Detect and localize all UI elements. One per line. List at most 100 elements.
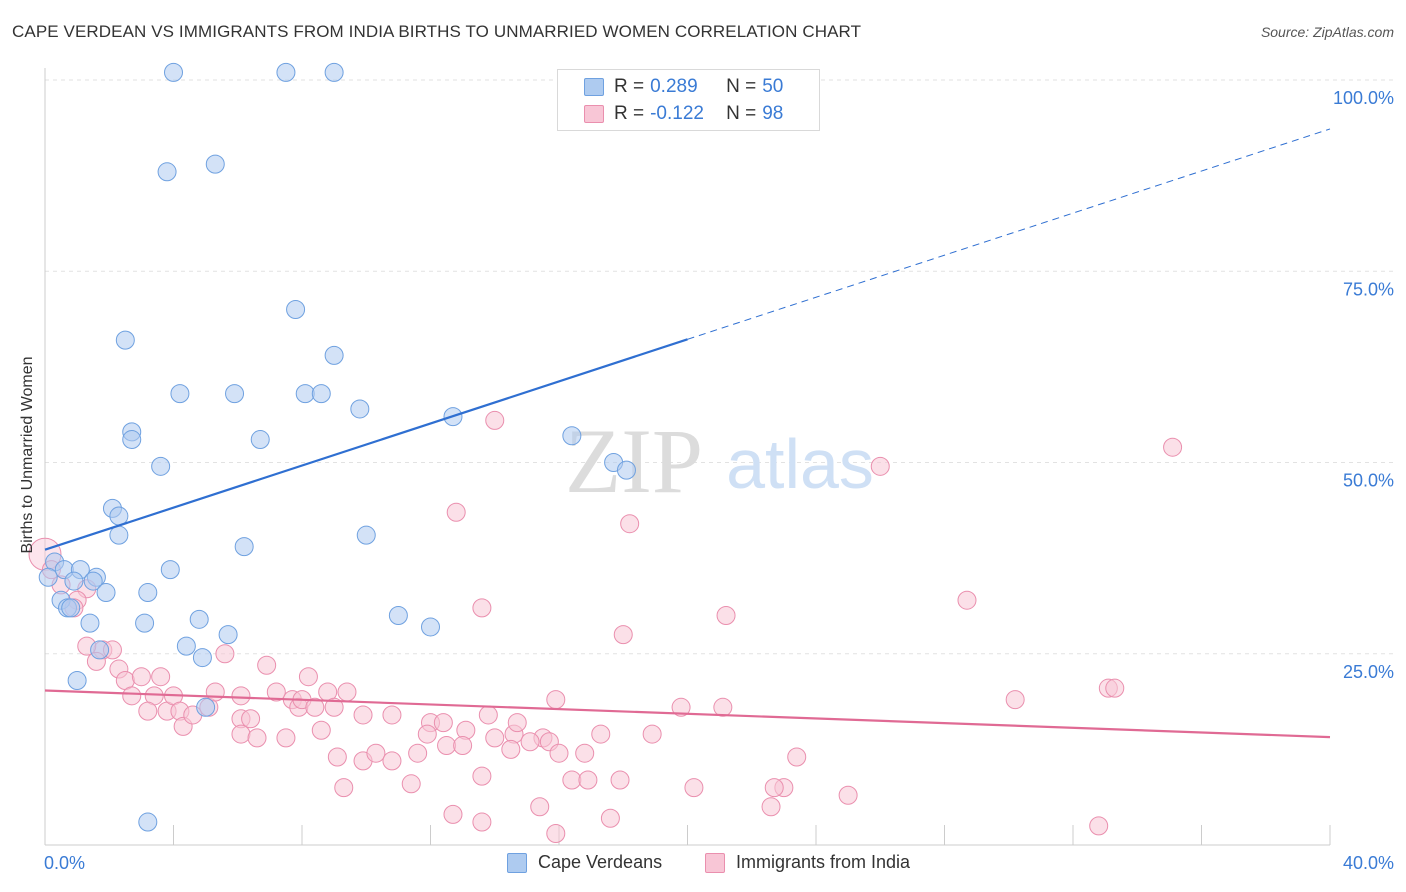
- point-cape-verdean: [218, 625, 238, 645]
- point-india: [1163, 437, 1183, 457]
- point-india: [472, 598, 492, 618]
- point-cape-verdean: [192, 648, 212, 668]
- point-india: [443, 804, 463, 824]
- point-india: [305, 697, 325, 717]
- y-tick-label: 25.0%: [1343, 662, 1394, 682]
- point-india: [575, 743, 595, 763]
- point-cape-verdean: [388, 606, 408, 625]
- point-india: [382, 751, 402, 771]
- watermark-zip: ZIP: [565, 410, 703, 512]
- point-india: [713, 697, 733, 717]
- point-india: [353, 705, 373, 725]
- point-cape-verdean: [286, 300, 306, 319]
- point-cape-verdean: [138, 583, 158, 603]
- y-tick-label: 100.0%: [1333, 88, 1394, 108]
- point-india: [334, 778, 354, 798]
- point-india: [151, 667, 171, 687]
- point-cape-verdean: [170, 384, 190, 404]
- point-india: [613, 625, 633, 645]
- legend-n-label: N =: [726, 76, 757, 97]
- point-india: [472, 766, 492, 786]
- series-swatch-pink: [705, 852, 725, 873]
- point-india: [446, 502, 466, 522]
- legend-r-value: 0.289: [650, 76, 698, 97]
- legend-r-value: -0.122: [650, 103, 704, 124]
- legend-swatch-pink: [584, 105, 604, 123]
- point-india: [266, 682, 286, 702]
- point-india: [276, 728, 296, 748]
- point-cape-verdean: [164, 62, 183, 82]
- point-india: [408, 743, 428, 763]
- series-legend-label: Immigrants from India: [736, 852, 911, 872]
- point-cape-verdean: [96, 583, 116, 603]
- point-india: [472, 812, 492, 832]
- series-legend-item-cape-verdeans[interactable]: Cape Verdeans: [507, 852, 662, 873]
- series-swatch-blue: [507, 852, 527, 873]
- point-india: [761, 797, 781, 817]
- chart-title: CAPE VERDEAN VS IMMIGRANTS FROM INDIA BI…: [12, 22, 862, 41]
- legend-r-label: R =: [614, 76, 645, 97]
- point-india: [620, 514, 640, 534]
- point-india: [485, 728, 505, 748]
- point-india: [231, 686, 251, 706]
- point-india: [257, 655, 277, 675]
- y-tick-label: 75.0%: [1343, 279, 1394, 299]
- point-india: [401, 774, 421, 794]
- point-cape-verdean: [115, 330, 135, 350]
- point-india: [122, 686, 142, 706]
- point-india: [671, 697, 691, 717]
- point-cape-verdean: [109, 525, 129, 545]
- point-cape-verdean: [350, 399, 370, 419]
- point-cape-verdean: [562, 426, 582, 446]
- series-legend-item-india[interactable]: Immigrants from India: [705, 852, 910, 873]
- point-cape-verdean: [157, 162, 177, 182]
- point-cape-verdean: [311, 384, 331, 404]
- point-india: [327, 747, 347, 767]
- source-label: Source: ZipAtlas.com: [1260, 24, 1394, 40]
- point-cape-verdean: [189, 609, 209, 629]
- trend-layer: [44, 128, 1331, 739]
- point-cape-verdean: [205, 154, 225, 174]
- y-axis-title: Births to Unmarried Women: [19, 356, 36, 554]
- point-india: [231, 724, 251, 744]
- axis-layer: [44, 68, 1331, 846]
- point-india: [366, 743, 386, 763]
- point-cape-verdean: [80, 613, 100, 633]
- legend-n-label: N =: [726, 103, 757, 124]
- point-india: [485, 410, 505, 430]
- point-cape-verdean: [135, 613, 155, 633]
- point-india: [1005, 690, 1025, 710]
- point-cape-verdean: [176, 636, 196, 656]
- point-india: [131, 667, 151, 687]
- point-cape-verdean: [250, 430, 270, 450]
- point-india: [382, 705, 402, 725]
- point-india: [838, 785, 858, 805]
- x-tick-label: 0.0%: [44, 853, 85, 873]
- point-india: [417, 724, 437, 744]
- point-india: [870, 456, 890, 476]
- trend-line-india: [44, 689, 1331, 739]
- legend-row-cape-verdeans: R = 0.289 N = 50: [584, 75, 832, 99]
- point-india: [549, 743, 569, 763]
- point-cape-verdean: [67, 671, 87, 691]
- point-cape-verdean: [90, 640, 110, 660]
- trend-line-extension: [687, 128, 1331, 340]
- point-cape-verdean: [356, 525, 376, 545]
- point-india: [610, 770, 630, 790]
- point-india: [546, 824, 566, 844]
- point-cape-verdean: [138, 812, 158, 832]
- point-india: [215, 644, 235, 664]
- point-india: [957, 590, 977, 610]
- point-india: [600, 808, 620, 828]
- point-india: [337, 682, 357, 702]
- legend-n-value: 50: [762, 76, 784, 97]
- tick-label-layer: 25.0% 50.0% 75.0% 100.0% 0.0% 40.0%: [44, 88, 1394, 873]
- point-cape-verdean: [276, 62, 296, 82]
- point-india: [138, 701, 158, 721]
- point-india: [501, 739, 521, 759]
- point-india: [562, 770, 582, 790]
- y-tick-label: 50.0%: [1343, 471, 1394, 491]
- point-india: [530, 797, 550, 817]
- point-india: [591, 724, 611, 744]
